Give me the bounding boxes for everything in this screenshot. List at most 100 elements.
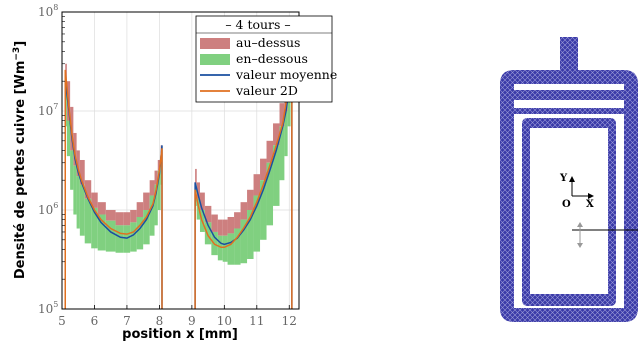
band-bar-en-dessous <box>222 235 228 262</box>
band-bar-en-dessous <box>136 216 144 250</box>
band-bar-en-dessous <box>70 150 74 190</box>
geometry-inset: Y O X <box>500 37 638 322</box>
x-tick-label: 10 <box>217 314 232 328</box>
band-bar-au-dessus <box>273 123 280 146</box>
x-tick-label: 11 <box>249 314 264 328</box>
legend-title: – 4 tours – <box>225 17 290 32</box>
y-tick-label: 105 <box>38 300 58 316</box>
band-bar-au-dessus <box>279 103 285 127</box>
band-bar-en-dessous <box>97 214 106 251</box>
band-bar-au-dessus <box>240 202 248 220</box>
band-bar-en-dessous <box>123 225 131 253</box>
legend-swatch-au-dessus <box>200 38 230 49</box>
y-tick-label: 106 <box>38 201 58 217</box>
band-bar-en-dessous <box>227 233 235 265</box>
y-axis-label: Densité de pertes cuivre [Wm−3] <box>12 41 28 279</box>
band-bar-au-dessus <box>211 214 218 232</box>
band-bar-au-dessus <box>123 212 131 226</box>
series-line-valeur-moyenne <box>194 63 293 309</box>
band-bar-au-dessus <box>266 140 274 163</box>
band-bar-au-dessus <box>154 170 158 185</box>
band-bar-au-dessus <box>253 174 261 196</box>
y-tick-exp: 7 <box>53 102 58 111</box>
lines <box>64 52 293 309</box>
x-axis-label: position x [mm] <box>122 327 238 342</box>
band-bar-en-dessous <box>279 126 285 181</box>
y-tick-exp: 8 <box>53 3 58 12</box>
band-bar-en-dessous <box>154 184 158 226</box>
band-bar-au-dessus <box>234 212 241 229</box>
band-bar-en-dessous <box>260 180 267 240</box>
x-tick-label: 6 <box>91 314 99 328</box>
band-bar-au-dessus <box>195 168 197 185</box>
band-bar-en-dessous <box>130 222 137 252</box>
mesh-upper-band <box>514 90 624 100</box>
band-bar-en-dessous <box>234 228 241 265</box>
band-bar-au-dessus <box>227 216 235 234</box>
band-bar-au-dessus <box>157 159 161 171</box>
legend-label-en-dessous: en–dessous <box>236 51 308 66</box>
band-bar-au-dessus <box>130 210 137 223</box>
band-bar-au-dessus <box>222 219 228 236</box>
band-bar-au-dessus <box>143 192 150 210</box>
y-axis-label-exp: −3 <box>12 47 22 61</box>
band-bar-au-dessus <box>97 202 106 215</box>
mesh-outer-frame <box>500 70 638 322</box>
y-tick-exp: 6 <box>53 201 58 210</box>
band-bar-en-dessous <box>266 162 274 226</box>
band-bar-en-dessous <box>91 207 98 249</box>
band-bar-en-dessous <box>287 93 291 127</box>
band-bar-au-dessus <box>247 189 254 210</box>
band-bar-en-dessous <box>217 235 223 261</box>
x-tick-label: 7 <box>123 314 131 328</box>
legend-label-valeur-2d: valeur 2D <box>235 83 298 98</box>
band-bar-en-dessous <box>65 93 67 127</box>
band-bar-au-dessus <box>204 205 212 223</box>
mesh-inner-bottom <box>530 294 608 298</box>
x-tick-label: 8 <box>156 314 164 328</box>
y-tick-base: 10 <box>38 104 53 118</box>
band-bar-au-dessus <box>115 212 124 226</box>
band-bar-en-dessous <box>204 222 212 245</box>
band-bar-en-dessous <box>157 170 161 210</box>
band-bar-en-dessous <box>253 195 261 252</box>
band-bar-au-dessus <box>196 182 200 199</box>
legend-swatch-en-dessous <box>200 54 230 65</box>
axis-origin-label: O <box>562 199 571 210</box>
series-line-valeur-2d <box>194 52 293 309</box>
axis-y-label: Y <box>559 173 568 184</box>
band-bar-au-dessus <box>260 158 267 181</box>
band-bar-au-dessus <box>73 132 77 166</box>
legend-label-valeur-moyenne: valeur moyenne <box>235 67 337 82</box>
series-line-valeur-2d <box>64 69 163 309</box>
band-bar-au-dessus <box>84 180 92 199</box>
y-tick-base: 10 <box>38 5 53 19</box>
mesh-inner-coil <box>522 118 616 306</box>
axis-y-arrowhead <box>569 176 575 182</box>
x-tick-label: 12 <box>282 314 297 328</box>
band-bar-en-dessous <box>240 219 248 264</box>
band-bar-en-dessous <box>84 198 92 244</box>
band-bar-en-dessous <box>273 145 280 206</box>
axis-x-arrowhead <box>588 193 594 199</box>
band-bar-en-dessous <box>143 210 150 245</box>
y-tick-base: 10 <box>38 203 53 217</box>
band-bar-en-dessous <box>247 210 254 259</box>
y-tick-base: 10 <box>38 302 53 316</box>
y-axis-label-close: ] <box>13 41 28 47</box>
y-axis-label-base: Densité de pertes cuivre [Wm <box>13 61 28 280</box>
legend: – 4 tours – au–dessus en–dessous valeur … <box>195 15 337 103</box>
band-bar-au-dessus <box>149 180 155 196</box>
band-bar-en-dessous <box>76 176 80 229</box>
band-bar-en-dessous <box>196 198 200 220</box>
band-bar-en-dessous <box>79 184 85 236</box>
y-tick-exp: 5 <box>53 300 58 309</box>
band-bar-au-dessus <box>79 159 85 185</box>
y-tick-label: 108 <box>38 3 58 19</box>
band-bar-en-dessous <box>105 220 116 252</box>
band-bar-en-dessous <box>149 195 155 236</box>
band-bar-au-dessus <box>136 202 144 217</box>
band-bar-au-dessus <box>199 192 205 210</box>
x-tick-label: 9 <box>188 314 196 328</box>
